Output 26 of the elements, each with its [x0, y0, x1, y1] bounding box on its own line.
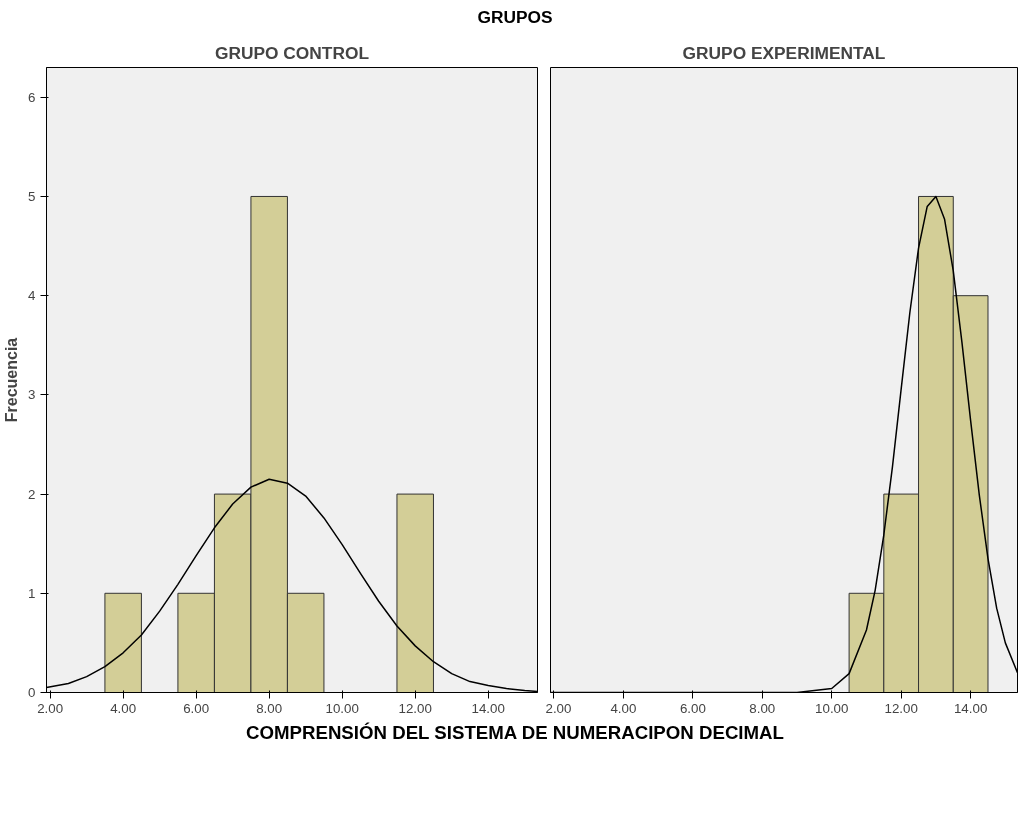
y-tick-label: 4	[28, 287, 37, 303]
x-tick-label: 4.00	[110, 700, 137, 716]
chart-title: GRUPO EXPERIMENTAL	[682, 42, 886, 63]
y-tick-label: 2	[28, 486, 36, 502]
x-axis-title: COMPRENSIÓN DEL SISTEMA DE NUMERACIPON DECIMAL	[246, 720, 784, 745]
x-tick-label: 2.00	[37, 700, 64, 716]
chart-subtitle: GRUPOS	[477, 6, 553, 29]
x-tick-label: 10.00	[815, 700, 849, 716]
y-tick-label: 0	[28, 684, 36, 700]
x-tick-label: 8.00	[256, 700, 283, 716]
x-tick-label: 2.00	[545, 700, 572, 716]
y-tick-label: 3	[28, 387, 36, 403]
x-tick-label: 14.00	[471, 700, 505, 716]
y-axis-title: Frecuencia	[3, 337, 21, 422]
x-tick-label: 8.00	[749, 700, 776, 716]
y-tick-label: 5	[28, 188, 36, 204]
x-tick-label: 10.00	[325, 700, 359, 716]
x-tick-label: 14.00	[953, 700, 988, 716]
chart-title: GRUPO CONTROL	[214, 42, 370, 63]
y-tick-label: 1	[28, 585, 36, 601]
y-tick-label: 6	[28, 89, 36, 105]
x-tick-label: 12.00	[884, 700, 918, 716]
x-tick-label: 6.00	[679, 700, 706, 716]
x-tick-label: 6.00	[183, 700, 210, 716]
x-tick-label: 12.00	[398, 700, 432, 716]
x-tick-label: 4.00	[610, 700, 637, 716]
